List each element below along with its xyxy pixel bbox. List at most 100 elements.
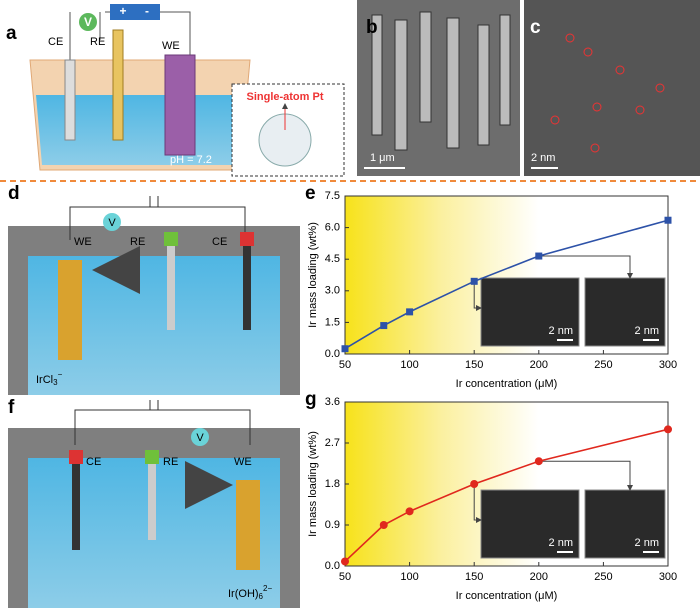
- water: [28, 256, 280, 395]
- label: V: [84, 15, 92, 29]
- scale-label: 2 nm: [635, 537, 659, 549]
- label: pH = 7.2: [170, 154, 212, 166]
- y-tick-label: 1.8: [325, 478, 340, 490]
- label: Ir(OH): [228, 588, 259, 600]
- tube: [499, 14, 511, 126]
- tube: [394, 19, 408, 151]
- electrode-we: [58, 260, 82, 360]
- marker: [406, 308, 414, 316]
- scale-label: 2 nm: [549, 537, 573, 549]
- tube: [371, 14, 383, 136]
- label: IrCl: [36, 374, 53, 386]
- electrode-ce: [64, 59, 76, 141]
- label: Single-atom Pt: [246, 91, 323, 103]
- marker: [534, 457, 543, 466]
- connector: [538, 460, 633, 491]
- series-line: [344, 428, 669, 563]
- y-tick-label: 6.0: [325, 222, 340, 234]
- panel-label: g: [305, 389, 317, 410]
- connector: [538, 255, 633, 279]
- label: 2−: [263, 584, 272, 593]
- label: RE: [163, 456, 178, 468]
- marker: [341, 345, 349, 353]
- panel-c: c 2 nm: [524, 0, 700, 176]
- voltmeter: [191, 428, 209, 446]
- x-tick-label: 100: [400, 571, 418, 583]
- plot-frame: [344, 195, 669, 355]
- marker: [470, 480, 479, 488]
- marker: [664, 425, 672, 434]
- x-tick-label: 150: [465, 359, 483, 371]
- tube: [446, 17, 460, 149]
- label: CE: [48, 36, 63, 48]
- inset-image: [480, 489, 580, 559]
- y-tick-label: 7.5: [325, 190, 340, 202]
- x-tick-label: 250: [594, 359, 612, 371]
- inset-image: [584, 489, 666, 559]
- scale-label: 1 μm: [370, 152, 395, 164]
- marker: [470, 277, 478, 285]
- label: RE: [90, 36, 105, 48]
- label: +: [119, 4, 126, 18]
- y-tick-label: 0.9: [325, 519, 340, 531]
- scale-label: 2 nm: [635, 325, 659, 337]
- x-tick-label: 150: [465, 571, 483, 583]
- y-axis-label: Ir mass loading (wt%): [307, 431, 319, 537]
- electrode-ce: [243, 240, 251, 330]
- panel-label: b: [366, 17, 378, 38]
- panel-label: d: [8, 183, 20, 204]
- label: Ir(OH)62−: [228, 584, 272, 601]
- electrode-re: [148, 460, 156, 540]
- connector: [473, 484, 482, 523]
- atom: [635, 105, 645, 115]
- panel-b: b 1 μm: [357, 0, 520, 176]
- x-axis-label: Ir concentration (μM): [456, 590, 558, 602]
- atom: [590, 143, 600, 153]
- y-tick-label: 2.7: [325, 437, 340, 449]
- y-tick-label: 4.5: [325, 253, 340, 265]
- label: 3: [53, 378, 58, 387]
- panel-a: V + - a CE RE WE pH = 7.2 Single-atom Pt: [6, 4, 345, 177]
- marker: [405, 507, 414, 516]
- y-tick-label: 3.0: [325, 285, 340, 297]
- x-tick-label: 300: [659, 359, 677, 371]
- marker: [341, 557, 349, 566]
- x-tick-label: 50: [339, 571, 351, 583]
- electrode-ce: [72, 460, 80, 550]
- marker: [380, 322, 388, 330]
- electrode-we: [236, 480, 260, 570]
- panel-label: e: [305, 183, 316, 204]
- label: CE: [212, 236, 227, 248]
- wire: [74, 400, 251, 445]
- atom: [583, 47, 593, 57]
- panel-f: V f CE RE WE Ir(OH)62−: [8, 397, 300, 608]
- sem-image: [357, 0, 520, 176]
- panel-d: V d WE RE CE IrCl3−: [8, 183, 300, 395]
- x-tick-label: 50: [339, 359, 351, 371]
- y-tick-label: 3.6: [325, 396, 340, 408]
- y-tick-label: 0.0: [325, 560, 340, 572]
- tube: [419, 11, 432, 123]
- scale-label: 2 nm: [531, 152, 555, 164]
- scale-label: 2 nm: [549, 325, 573, 337]
- electrode-re-cap: [145, 450, 159, 464]
- inset-image: [584, 277, 666, 347]
- y-axis-label: Ir mass loading (wt%): [307, 222, 319, 328]
- electrode-re: [112, 29, 124, 141]
- marker: [664, 216, 672, 224]
- label: V: [196, 432, 204, 444]
- voltmeter: [79, 13, 97, 31]
- voltmeter: [103, 213, 121, 231]
- inset-image: [480, 277, 580, 347]
- electrode-ce-cap: [69, 450, 83, 464]
- label: -: [145, 4, 149, 18]
- panel-label: f: [8, 397, 15, 418]
- marker: [535, 252, 543, 260]
- label: RE: [130, 236, 145, 248]
- atom: [592, 102, 602, 112]
- x-tick-label: 200: [530, 571, 548, 583]
- series-line: [344, 219, 669, 350]
- panel-label: a: [6, 23, 17, 44]
- battery: [110, 4, 160, 20]
